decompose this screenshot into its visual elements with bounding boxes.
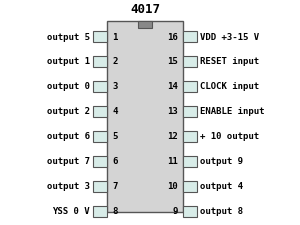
- Text: output 5: output 5: [47, 32, 90, 41]
- Bar: [93, 206, 107, 216]
- Text: output 3: output 3: [47, 182, 90, 191]
- Text: 4: 4: [112, 107, 117, 116]
- Bar: [183, 156, 197, 167]
- Bar: [107, 22, 183, 212]
- Text: 12: 12: [167, 132, 178, 141]
- Text: RESET input: RESET input: [200, 57, 259, 66]
- Text: 13: 13: [167, 107, 178, 116]
- Text: 4017: 4017: [130, 3, 160, 16]
- Bar: [183, 206, 197, 216]
- Text: 5: 5: [112, 132, 117, 141]
- Text: + 10 output: + 10 output: [200, 132, 259, 141]
- Bar: [93, 106, 107, 117]
- Text: 16: 16: [167, 32, 178, 41]
- Text: 9: 9: [172, 207, 178, 216]
- Text: 7: 7: [112, 182, 117, 191]
- Bar: [183, 56, 197, 67]
- Bar: [93, 181, 107, 192]
- Text: output 0: output 0: [47, 82, 90, 91]
- Text: 10: 10: [167, 182, 178, 191]
- Text: output 4: output 4: [200, 182, 243, 191]
- Bar: [183, 106, 197, 117]
- Text: output 2: output 2: [47, 107, 90, 116]
- Bar: [93, 31, 107, 42]
- Text: 8: 8: [112, 207, 117, 216]
- Text: 3: 3: [112, 82, 117, 91]
- Bar: [183, 81, 197, 92]
- Text: CLOCK input: CLOCK input: [200, 82, 259, 91]
- Bar: [138, 22, 152, 29]
- Bar: [183, 181, 197, 192]
- Bar: [93, 56, 107, 67]
- Bar: [183, 31, 197, 42]
- Bar: [93, 81, 107, 92]
- Text: output 7: output 7: [47, 157, 90, 166]
- Text: VDD +3-15 V: VDD +3-15 V: [200, 32, 259, 41]
- Text: 1: 1: [112, 32, 117, 41]
- Text: YSS 0 V: YSS 0 V: [52, 207, 90, 216]
- Text: 11: 11: [167, 157, 178, 166]
- Text: output 9: output 9: [200, 157, 243, 166]
- Text: 14: 14: [167, 82, 178, 91]
- Text: 6: 6: [112, 157, 117, 166]
- Bar: [93, 156, 107, 167]
- Text: output 1: output 1: [47, 57, 90, 66]
- Bar: [93, 131, 107, 142]
- Text: ENABLE input: ENABLE input: [200, 107, 265, 116]
- Text: 2: 2: [112, 57, 117, 66]
- Bar: [183, 131, 197, 142]
- Text: output 6: output 6: [47, 132, 90, 141]
- Text: 15: 15: [167, 57, 178, 66]
- Text: output 8: output 8: [200, 207, 243, 216]
